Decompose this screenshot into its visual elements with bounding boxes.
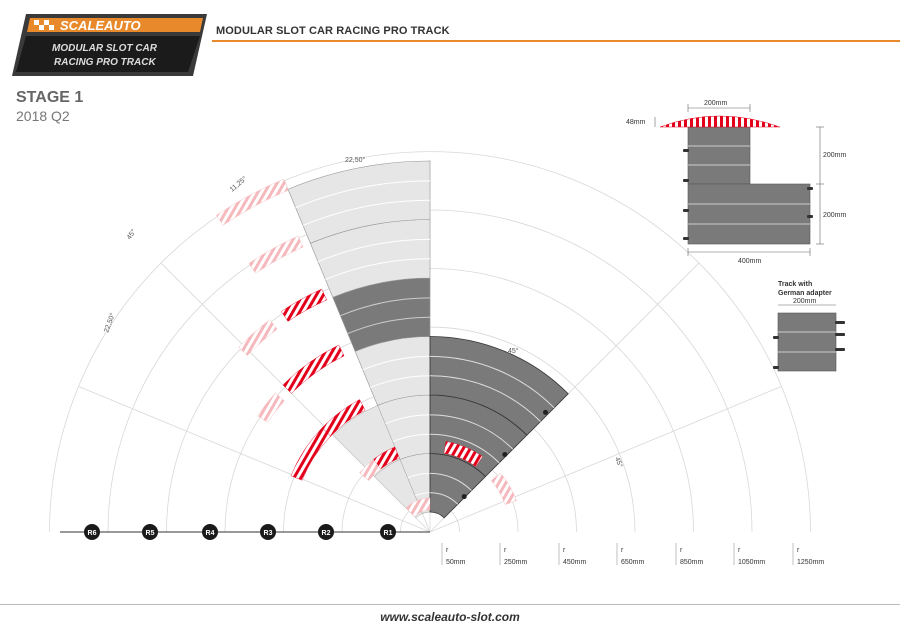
connector-pin	[502, 451, 508, 457]
radius-badge-r1: R1	[380, 524, 396, 540]
slot-line	[429, 433, 500, 464]
slot-line	[347, 316, 431, 335]
svg-text:R1: R1	[384, 530, 393, 537]
slot-line	[340, 297, 431, 317]
dim-side-2: 200mm	[823, 212, 847, 219]
kerb-red	[280, 288, 327, 322]
angle-label-22-50: 22,50°	[345, 156, 366, 164]
radius-badge-r4: R4	[202, 524, 218, 540]
slot-line	[295, 180, 431, 209]
radius-mm-label: 50mm	[446, 559, 466, 566]
adapter-width: 200mm	[793, 298, 817, 305]
slot-line	[369, 375, 431, 389]
kerb-pink	[405, 497, 431, 517]
radius-r-label: r	[446, 547, 449, 554]
slot-line	[325, 258, 431, 280]
radius-mm-label: 650mm	[621, 559, 645, 566]
angle-label-45-left: 45°	[125, 228, 138, 241]
website-link[interactable]: www.scaleauto-slot.com	[380, 610, 520, 624]
slot-line	[429, 492, 459, 505]
stage-date: 2018 Q2	[16, 108, 70, 124]
radius-r-label: r	[504, 547, 507, 554]
radius-mm-label: 1050mm	[738, 559, 765, 566]
kerb-red	[282, 344, 345, 394]
kerb-pink	[248, 235, 304, 274]
track-pieces	[287, 160, 569, 519]
header-title: MODULAR SLOT CAR RACING PRO TRACK	[216, 25, 450, 37]
kerb-pink	[238, 319, 278, 356]
angle-label-22-50-left: 22,50°	[102, 312, 117, 334]
radius-badge-r5: R5	[142, 524, 158, 540]
kerb-pink	[491, 472, 517, 505]
dim-border-width: 200mm	[704, 100, 728, 107]
stage-title: STAGE 1	[16, 89, 84, 106]
radius-r-label: r	[563, 547, 566, 554]
radius-mm-label: 1250mm	[797, 559, 824, 566]
slot-line	[384, 414, 431, 425]
kerbs	[216, 178, 517, 517]
dim-bottom: 400mm	[738, 258, 762, 265]
adapter-title-1: Track with	[778, 281, 812, 288]
checkered-flag-icon	[34, 20, 54, 30]
dimension-drawing: 200mm 48mm 200mm 200mm 400mm Track with …	[626, 100, 847, 372]
radius-mm-label: 250mm	[504, 559, 528, 566]
angle-label-11-25: 11,25°	[228, 175, 248, 194]
radius-r-label: r	[680, 547, 683, 554]
curve-piece	[287, 160, 431, 244]
radius-guide-arc	[49, 151, 811, 533]
radius-mm-label: 850mm	[680, 559, 704, 566]
kerb-red	[443, 441, 484, 467]
kerb-pink	[257, 392, 285, 423]
dim-border-height: 48mm	[626, 119, 646, 126]
radius-mm-label: 450mm	[563, 559, 587, 566]
radius-r-label: r	[738, 547, 741, 554]
radius-badge-r6: R6	[84, 524, 100, 540]
angle-label-45-right-outer: 45°	[613, 456, 624, 469]
radius-badge-r3: R3	[260, 524, 276, 540]
slot-line	[362, 355, 431, 371]
radius-badge-r2: R2	[318, 524, 334, 540]
radius-badges: R6 R5 R4 R3 R2 R1	[84, 524, 396, 540]
svg-text:R6: R6	[88, 530, 97, 537]
slot-line	[429, 355, 555, 409]
radius-r-label: r	[621, 547, 624, 554]
connector-pin	[461, 494, 467, 500]
slot-line	[429, 472, 472, 491]
svg-text:R5: R5	[146, 530, 155, 537]
logo-line2: RACING PRO TRACK	[54, 57, 156, 68]
kerb-pink	[216, 178, 289, 226]
header-divider	[212, 40, 900, 42]
slot-line	[302, 199, 431, 226]
kerb-pink	[359, 459, 382, 481]
kerb-red	[290, 427, 332, 481]
curve-piece-dark	[429, 336, 569, 436]
svg-text:R2: R2	[322, 530, 331, 537]
footer-divider	[0, 604, 900, 605]
connector-pin	[542, 409, 548, 415]
logo-line1: MODULAR SLOT CAR	[52, 43, 158, 54]
slot-line	[429, 375, 541, 422]
slot-line	[392, 433, 431, 443]
radius-r-label: r	[797, 547, 800, 554]
logo-brand: SCALEAUTO	[60, 18, 141, 33]
angle-label-45-right: 45°	[508, 347, 519, 355]
angle-guide-line	[78, 386, 431, 533]
dim-side-1: 200mm	[823, 152, 847, 159]
slot-line	[429, 414, 514, 450]
svg-text:R4: R4	[206, 530, 215, 537]
svg-text:R3: R3	[264, 530, 273, 537]
radius-labels: r 50mm r 250mm r 450mm r 650mm r 850mm r 1050mm r 125…	[441, 543, 824, 566]
slot-line	[317, 238, 431, 263]
scaleauto-logo: SCALEAUTO MODULAR SLOT CAR RACING PRO TR…	[12, 14, 207, 76]
angle-guide-line	[429, 386, 782, 533]
adapter-title-2: German adapter	[778, 290, 832, 297]
